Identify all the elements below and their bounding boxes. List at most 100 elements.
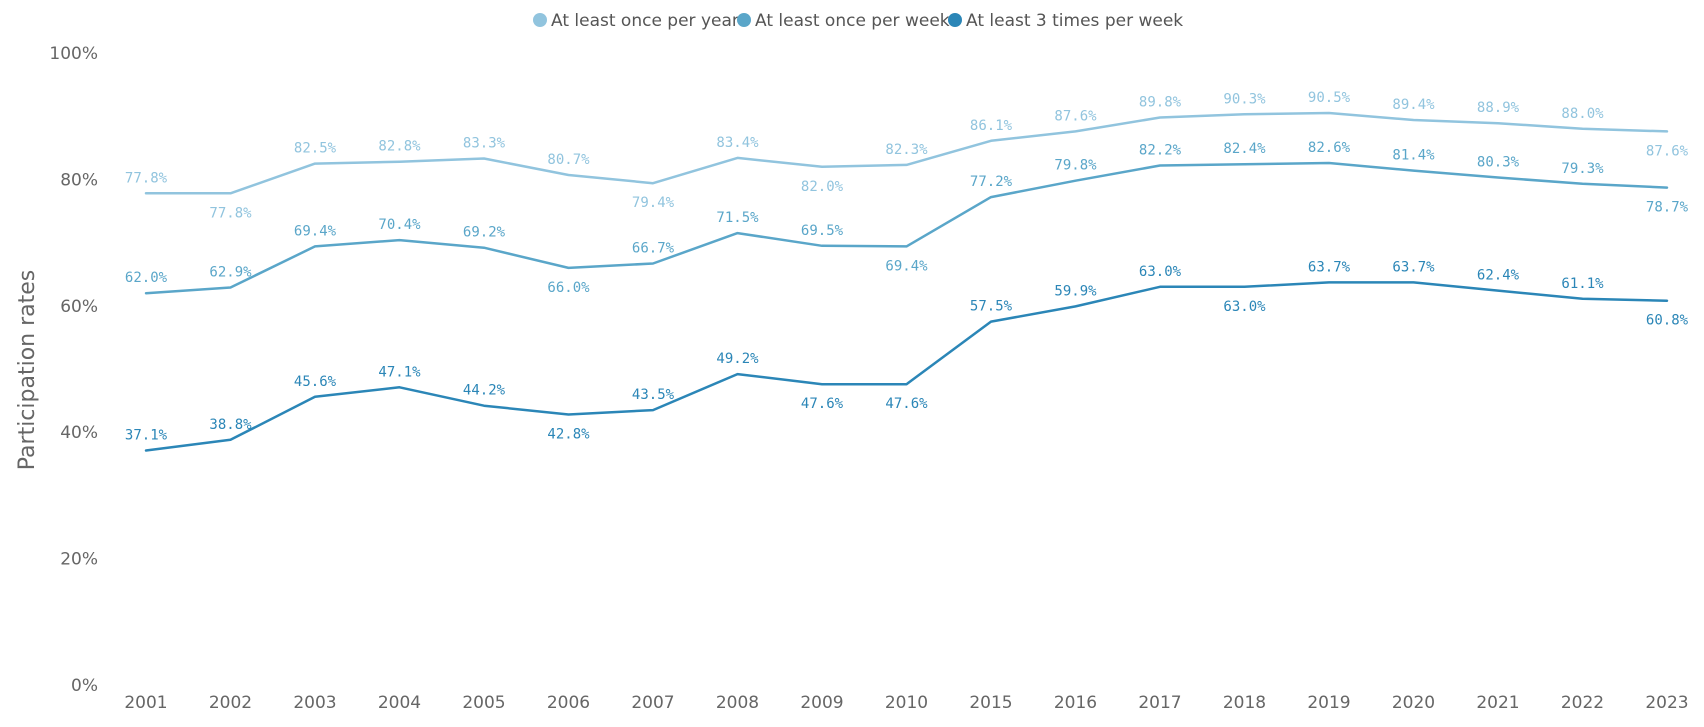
data-label: 82.6% [1308, 140, 1351, 156]
legend-marker [948, 13, 962, 27]
y-tick-label: 0% [71, 676, 98, 696]
data-label: 82.3% [885, 142, 928, 158]
series-2: 62.0% 62.9% 69.4% 70.4% 69.2% 66.0% 66.7% 71.5%… [125, 140, 1689, 296]
x-tick-label: 2004 [378, 693, 421, 713]
data-label: 90.3% [1223, 91, 1266, 107]
data-label: 69.4% [294, 223, 337, 239]
data-label: 49.2% [716, 351, 759, 367]
x-tick-label: 2007 [631, 693, 674, 713]
x-tick-label: 2017 [1138, 693, 1181, 713]
legend-marker [737, 13, 751, 27]
y-tick-label: 80% [60, 170, 98, 190]
data-label: 63.0% [1223, 299, 1266, 315]
data-label: 88.0% [1561, 106, 1604, 122]
data-label: 62.9% [209, 264, 252, 280]
data-label: 79.3% [1561, 161, 1604, 177]
legend-label: At least once per year [551, 11, 739, 31]
x-tick-label: 2006 [547, 693, 590, 713]
data-label: 70.4% [378, 217, 421, 233]
x-tick-label: 2001 [124, 693, 167, 713]
data-label: 62.0% [125, 270, 168, 286]
data-label: 83.4% [716, 135, 759, 151]
data-label: 66.7% [632, 240, 675, 256]
data-label: 82.8% [378, 139, 421, 155]
data-label: 86.1% [970, 118, 1013, 134]
data-label: 89.4% [1392, 97, 1435, 113]
data-label: 79.8% [1054, 158, 1097, 174]
data-label: 69.2% [463, 225, 506, 241]
x-tick-label: 2016 [1054, 693, 1097, 713]
data-label: 63.7% [1392, 259, 1435, 275]
x-axis: 2001 2002 2003 2004 2005 2006 2007 2008 2009 2010… [124, 693, 1688, 713]
data-label: 78.7% [1646, 200, 1689, 216]
data-label: 60.8% [1646, 313, 1689, 329]
x-tick-label: 2005 [462, 693, 505, 713]
x-tick-label: 2023 [1645, 693, 1688, 713]
data-label: 66.0% [547, 280, 590, 296]
data-label: 80.7% [547, 152, 590, 168]
data-label: 47.6% [885, 396, 928, 412]
data-label: 88.9% [1477, 100, 1520, 116]
data-label: 47.6% [801, 396, 844, 412]
data-label: 81.4% [1392, 148, 1435, 164]
data-label: 59.9% [1054, 283, 1097, 299]
data-label: 62.4% [1477, 268, 1520, 284]
x-tick-label: 2020 [1392, 693, 1435, 713]
series-1: 77.8% 77.8% 82.5% 82.8% 83.3% 80.7% 79.4% 83.4%… [125, 90, 1689, 221]
data-label: 77.8% [125, 170, 168, 186]
data-label: 57.5% [970, 299, 1013, 315]
data-label: 45.6% [294, 374, 337, 390]
data-label: 69.4% [885, 258, 928, 274]
data-label: 82.2% [1139, 142, 1182, 158]
data-label: 79.4% [632, 195, 675, 211]
data-label: 47.1% [378, 364, 421, 380]
data-label: 43.5% [632, 387, 675, 403]
x-tick-label: 2009 [800, 693, 843, 713]
x-tick-label: 2021 [1476, 693, 1519, 713]
legend-marker [533, 13, 547, 27]
data-label: 77.2% [970, 174, 1013, 190]
data-label: 82.5% [294, 141, 337, 157]
y-axis-title: Participation rates [15, 270, 40, 470]
x-tick-label: 2019 [1307, 693, 1350, 713]
legend-item: At least once per week [737, 11, 950, 31]
legend: At least once per year At least once per … [533, 11, 1183, 31]
y-tick-label: 40% [60, 423, 98, 443]
data-label: 89.8% [1139, 94, 1182, 110]
y-tick-label: 60% [60, 297, 98, 317]
data-label: 61.1% [1561, 276, 1604, 292]
data-label: 63.0% [1139, 264, 1182, 280]
data-label: 42.8% [547, 427, 590, 443]
y-axis: 0% 20% 40% 60% 80% 100% [49, 44, 98, 696]
data-label: 38.8% [209, 417, 252, 433]
series-line [144, 111, 1669, 195]
legend-label: At least once per week [755, 11, 950, 31]
legend-label: At least 3 times per week [966, 11, 1183, 31]
legend-item: At least once per year [533, 11, 739, 31]
data-label: 90.5% [1308, 90, 1351, 106]
data-label: 82.0% [801, 179, 844, 195]
data-label: 37.1% [125, 428, 168, 444]
data-label: 69.5% [801, 223, 844, 239]
series-group: 77.8% 77.8% 82.5% 82.8% 83.3% 80.7% 79.4% 83.4%… [125, 90, 1689, 452]
x-tick-label: 2022 [1561, 693, 1604, 713]
data-label: 87.6% [1646, 143, 1689, 159]
series-line [144, 281, 1669, 452]
data-label: 77.8% [209, 205, 252, 221]
data-label: 80.3% [1477, 155, 1520, 171]
data-label: 44.2% [463, 383, 506, 399]
legend-item: At least 3 times per week [948, 11, 1183, 31]
x-tick-label: 2008 [716, 693, 759, 713]
data-label: 71.5% [716, 210, 759, 226]
series-line [144, 161, 1669, 295]
y-tick-label: 100% [49, 44, 98, 64]
x-tick-label: 2002 [209, 693, 252, 713]
data-label: 63.7% [1308, 259, 1351, 275]
data-label: 83.3% [463, 136, 506, 152]
data-label: 87.6% [1054, 108, 1097, 124]
data-label: 82.4% [1223, 141, 1266, 157]
y-tick-label: 20% [60, 550, 98, 570]
x-tick-label: 2003 [293, 693, 336, 713]
x-tick-label: 2015 [969, 693, 1012, 713]
